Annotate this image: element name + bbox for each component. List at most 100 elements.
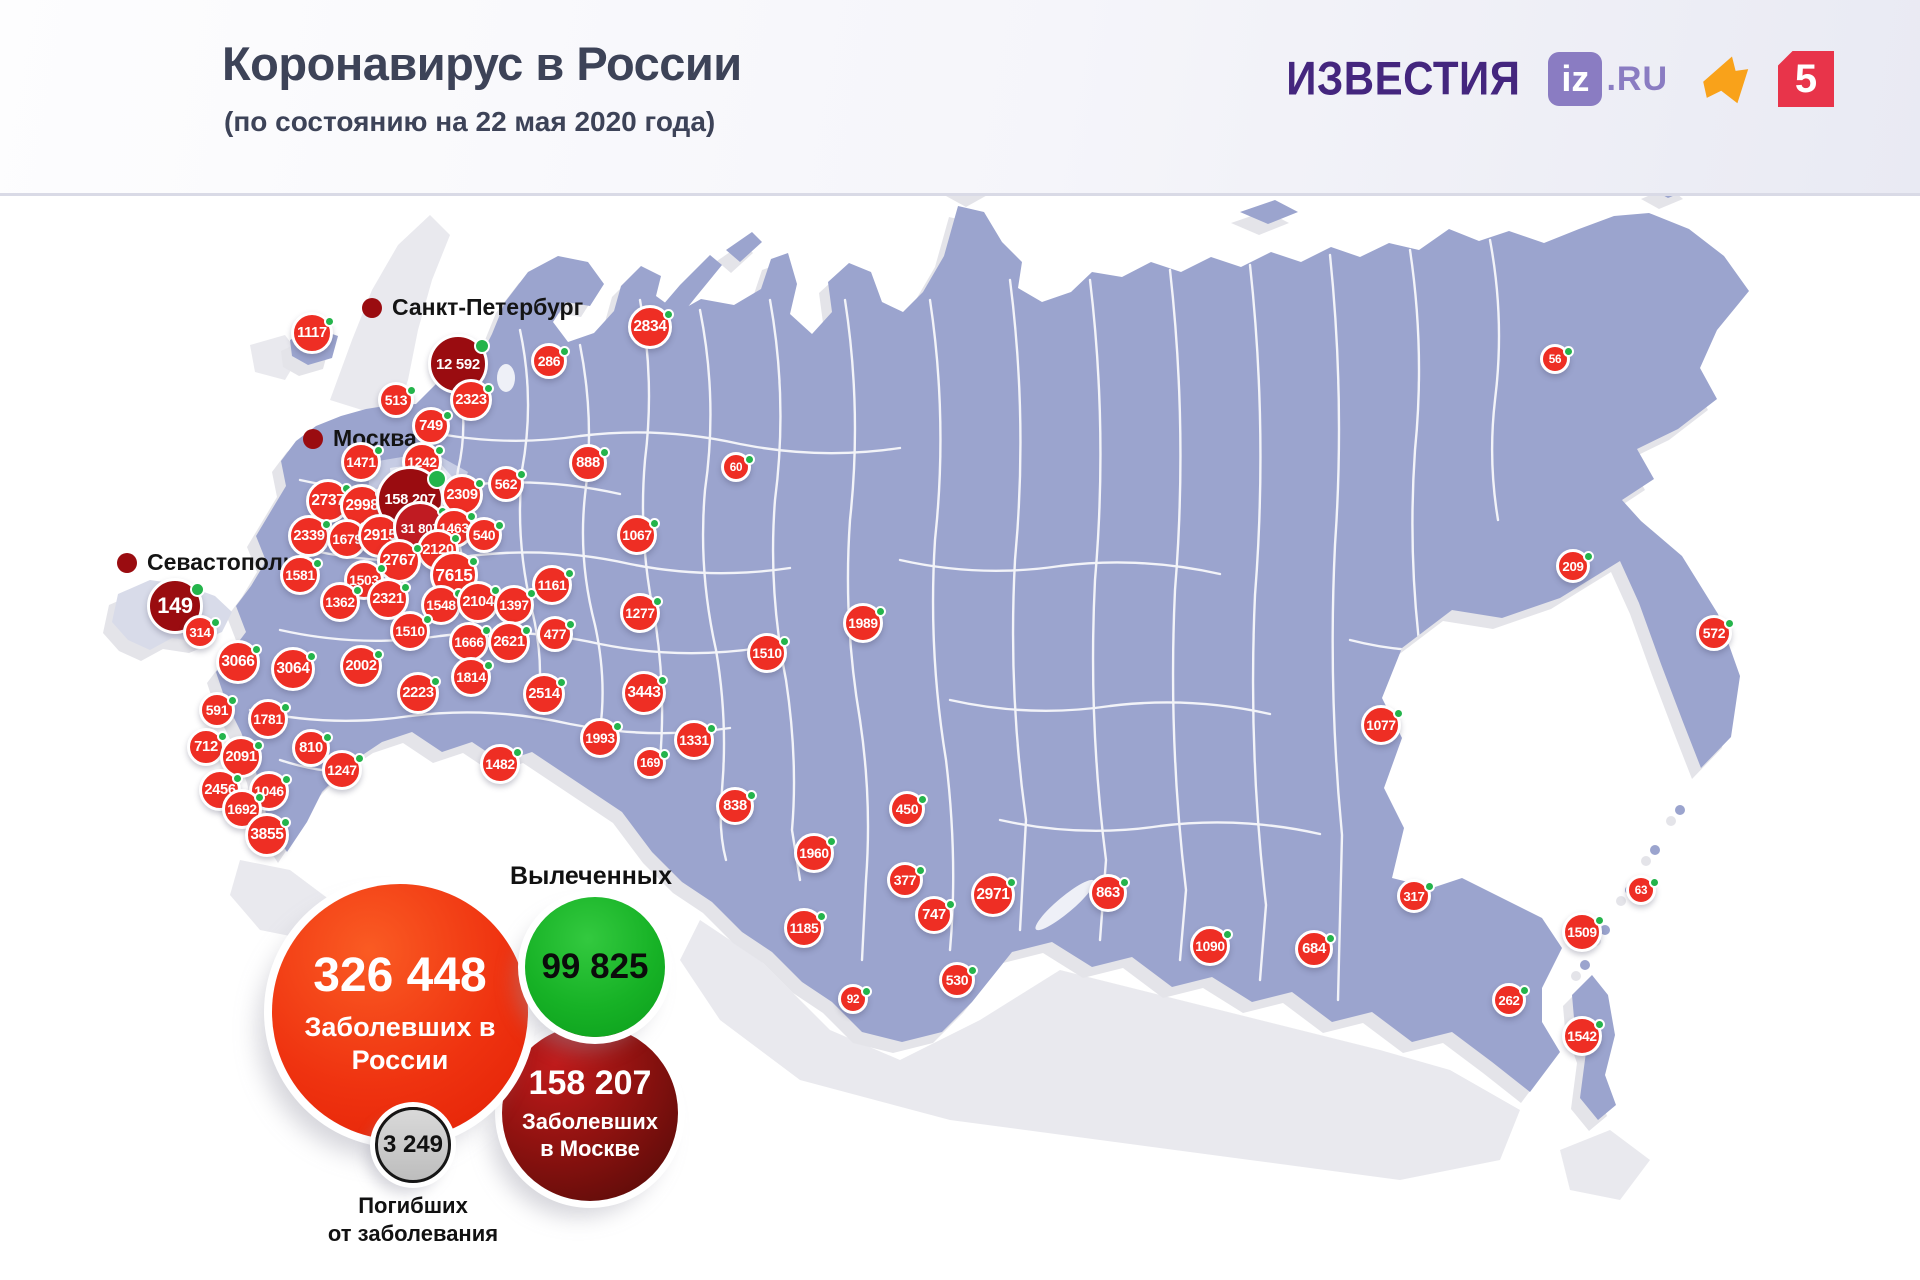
recovered-dot-icon bbox=[1423, 881, 1435, 893]
region-marker-value: 2091 bbox=[225, 749, 257, 765]
city-label: Санкт-Петербург bbox=[362, 294, 583, 321]
region-marker: 1960 bbox=[794, 833, 837, 873]
region-marker: 2971 bbox=[971, 873, 1018, 917]
region-marker: 747 bbox=[915, 896, 956, 934]
region-marker: 1510 bbox=[747, 633, 790, 673]
region-marker: 209 bbox=[1556, 549, 1594, 583]
recovered-dot-icon bbox=[373, 648, 385, 660]
region-marker-value: 530 bbox=[945, 972, 969, 988]
recovered-dot-icon bbox=[441, 410, 453, 422]
deaths-label: Погибших от заболевания bbox=[327, 1193, 499, 1246]
region-marker: 749 bbox=[412, 407, 453, 445]
izvestia-logo[interactable]: ИЗВЕСТИЯ bbox=[1286, 52, 1521, 105]
region-marker: 3443 bbox=[622, 671, 669, 715]
recovered-dot-icon bbox=[556, 676, 568, 688]
region-marker-value: 2998 bbox=[345, 497, 379, 514]
region-marker-value: 1509 bbox=[1567, 924, 1597, 940]
region-marker-value: 2321 bbox=[372, 591, 404, 607]
region-marker-value: 2621 bbox=[493, 634, 525, 650]
recovered-dot-icon bbox=[400, 581, 412, 593]
region-marker: 2104 bbox=[457, 581, 502, 623]
channel5-logo[interactable]: 5 bbox=[1778, 51, 1834, 107]
region-marker-value: 1581 bbox=[285, 567, 315, 583]
page-subtitle: (по состоянию на 22 мая 2020 года) bbox=[224, 106, 716, 137]
moscow-infected-bubble: 158 207 Заболевших в Москве bbox=[502, 1025, 678, 1201]
moscow-infected-value: 158 207 bbox=[528, 1064, 652, 1103]
region-marker-value: 2971 bbox=[976, 886, 1010, 903]
recovered-dot-icon bbox=[321, 518, 333, 530]
recovered-dot-icon bbox=[474, 337, 491, 354]
region-marker: 314 bbox=[183, 615, 221, 649]
region-marker: 2091 bbox=[220, 736, 265, 778]
logo-row: ИЗВЕСТИЯ iz .RU 5 bbox=[1286, 50, 1834, 108]
region-marker: 530 bbox=[939, 962, 979, 998]
region-marker-value: 262 bbox=[1498, 992, 1520, 1008]
recovered-dot-icon bbox=[321, 732, 333, 744]
region-marker-value: 2915 bbox=[363, 527, 397, 544]
region-marker-value: 1548 bbox=[426, 597, 456, 613]
region-marker-value: 1077 bbox=[1366, 717, 1396, 733]
region-marker-value: 2323 bbox=[455, 392, 487, 408]
recovered-dot-icon bbox=[468, 555, 480, 567]
region-marker: 540 bbox=[466, 517, 506, 553]
region-marker-value: 1993 bbox=[585, 730, 615, 746]
recovered-dot-icon bbox=[1324, 933, 1336, 945]
region-marker-value: 2834 bbox=[633, 318, 667, 335]
region-marker: 712 bbox=[187, 728, 228, 766]
region-marker: 1510 bbox=[390, 611, 433, 651]
region-marker: 2002 bbox=[340, 645, 385, 687]
region-marker: 684 bbox=[1295, 930, 1336, 968]
region-marker: 1692 bbox=[222, 789, 265, 829]
region-marker: 377 bbox=[887, 862, 927, 898]
recovered-dot-icon bbox=[1593, 1019, 1605, 1031]
recovered-dot-icon bbox=[967, 964, 979, 976]
region-marker-value: 712 bbox=[194, 739, 218, 755]
region-marker-value: 1960 bbox=[799, 845, 829, 861]
region-marker: 3066 bbox=[216, 640, 263, 684]
recovered-dot-icon bbox=[815, 911, 827, 923]
recovered-dot-icon bbox=[421, 614, 433, 626]
region-marker: 2223 bbox=[397, 672, 442, 714]
region-marker: 2323 bbox=[450, 379, 495, 421]
region-marker-value: 450 bbox=[895, 801, 919, 817]
region-marker: 1397 bbox=[494, 585, 537, 625]
region-marker-value: 1542 bbox=[1567, 1028, 1597, 1044]
recovered-dot-icon bbox=[874, 606, 886, 618]
region-marker-value: 1989 bbox=[848, 615, 878, 631]
region-marker: 1989 bbox=[843, 603, 886, 643]
recovered-dot-icon bbox=[511, 747, 523, 759]
city-dot-icon bbox=[117, 552, 137, 573]
region-marker-value: 1510 bbox=[395, 623, 425, 639]
recovered-dot-icon bbox=[253, 792, 265, 804]
recovered-dot-icon bbox=[1118, 877, 1130, 889]
ren-tv-logo-icon[interactable] bbox=[1696, 50, 1750, 108]
recovered-dot-icon bbox=[209, 617, 221, 629]
recovered-dot-icon bbox=[1518, 985, 1530, 997]
region-marker-value: 838 bbox=[723, 798, 747, 814]
recovered-dot-icon bbox=[280, 774, 292, 786]
region-marker-value: 169 bbox=[640, 756, 660, 770]
recovered-dot-icon bbox=[1006, 876, 1018, 888]
region-marker-value: 1692 bbox=[227, 801, 257, 817]
recovered-dot-icon bbox=[494, 519, 506, 531]
recovered-dot-icon bbox=[598, 447, 610, 459]
region-marker: 56 bbox=[1540, 344, 1575, 374]
russia-infected-value: 326 448 bbox=[313, 949, 487, 1003]
iz-ru-logo[interactable]: iz .RU bbox=[1548, 52, 1668, 106]
recovered-dot-icon bbox=[1221, 929, 1233, 941]
region-marker-value: 863 bbox=[1096, 885, 1120, 901]
kuril-islet bbox=[1600, 925, 1610, 935]
region-marker-value: 3443 bbox=[627, 684, 661, 701]
region-marker: 1077 bbox=[1361, 705, 1404, 745]
new-siberian-island bbox=[1240, 200, 1298, 224]
header-bar: Коронавирус в России (по состоянию на 22… bbox=[0, 0, 1920, 196]
region-marker: 888 bbox=[569, 444, 610, 482]
region-marker-value: 1067 bbox=[622, 527, 652, 543]
recovered-dot-icon bbox=[372, 445, 384, 457]
region-marker: 92 bbox=[838, 984, 873, 1014]
region-marker: 1117 bbox=[291, 312, 336, 354]
region-marker-value: 1242 bbox=[407, 454, 437, 470]
region-marker-value: 12 592 bbox=[436, 355, 480, 373]
region-marker-value: 2737 bbox=[311, 492, 345, 509]
